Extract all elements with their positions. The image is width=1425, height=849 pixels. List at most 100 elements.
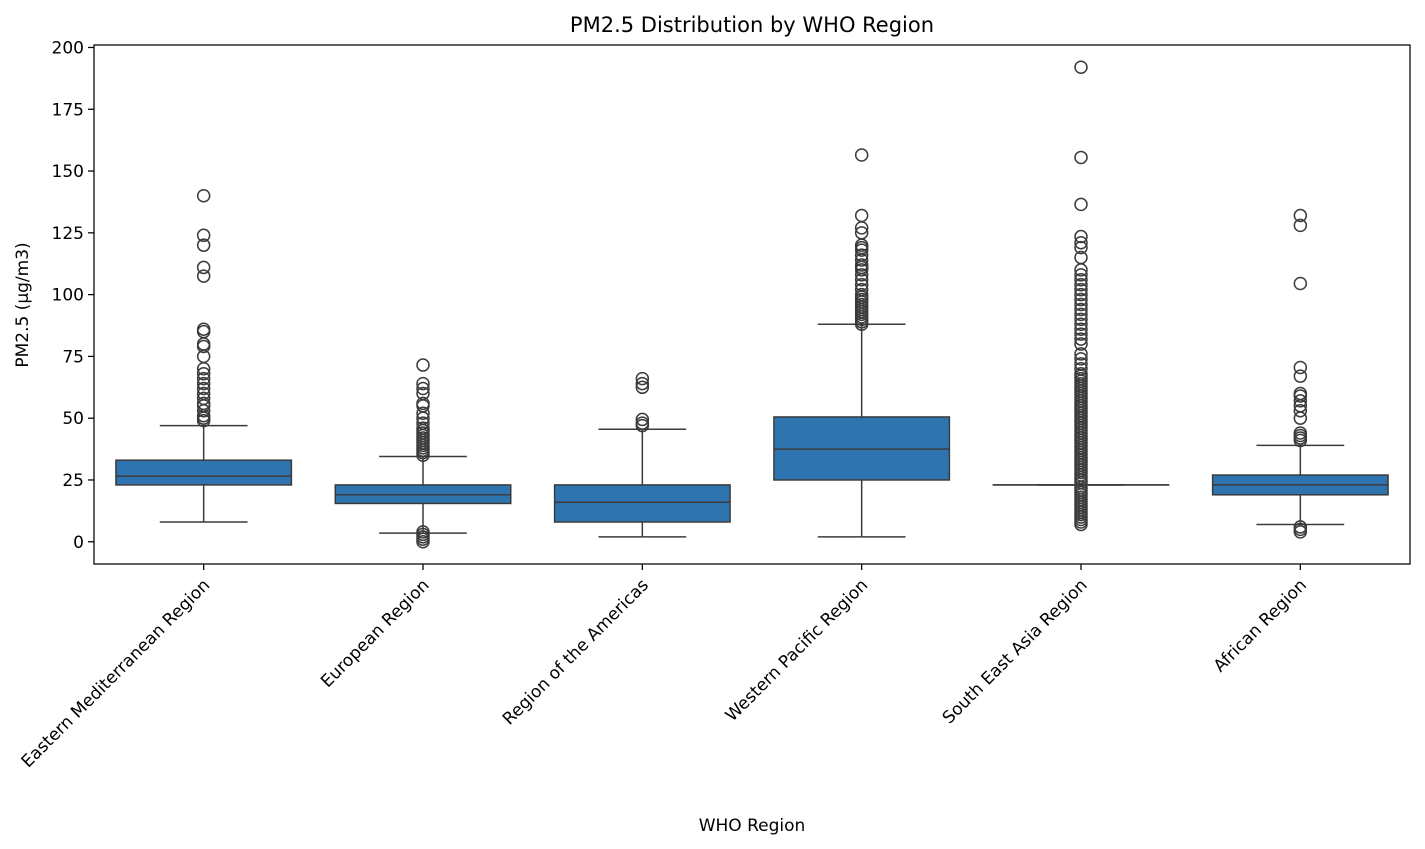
y-axis: 0 25 50 75 100 125 150 175 200: [52, 38, 94, 553]
outlier-point: [416, 406, 430, 420]
plot-frame: [93, 44, 1411, 565]
x-tick-label: South East Asia Region: [939, 575, 1092, 728]
outlier-point: [196, 269, 211, 283]
x-axis: Eastern Mediterranean Region European Reg…: [18, 564, 1311, 772]
outlier-point: [1293, 218, 1308, 233]
outlier-point: [635, 371, 650, 386]
box-group: [115, 189, 293, 523]
outlier-point: [1074, 317, 1088, 332]
outlier-point: [1074, 357, 1088, 371]
outlier-point: [416, 376, 430, 391]
outlier-point: [854, 208, 869, 223]
outlier-point: [1293, 520, 1308, 534]
outlier-point: [854, 287, 869, 302]
outlier-point: [1293, 404, 1308, 418]
outlier-point: [196, 228, 211, 243]
outlier-point: [416, 525, 430, 539]
outlier-point: [1074, 150, 1088, 165]
outlier-point: [635, 412, 650, 427]
box-group: [773, 148, 951, 538]
outlier-point: [416, 358, 430, 372]
iqr-box: [115, 459, 293, 486]
outlier-point: [1074, 337, 1088, 351]
outlier-point: [1074, 307, 1088, 322]
outlier-point: [1074, 327, 1088, 341]
outlier-point: [854, 258, 869, 272]
outlier-point: [1074, 312, 1088, 327]
x-tick-label: Western Pacific Region: [722, 575, 872, 725]
outlier-point: [416, 381, 430, 396]
outlier-point: [1074, 197, 1088, 212]
outlier-point: [1074, 362, 1088, 376]
outlier-point: [1293, 386, 1308, 401]
outlier-point: [1074, 347, 1088, 361]
outlier-point: [416, 396, 430, 411]
outlier-point: [1293, 208, 1308, 223]
outlier-point: [1074, 273, 1088, 287]
outlier-point: [1074, 277, 1088, 292]
outlier-point: [196, 238, 211, 252]
y-tick-label: 0: [73, 533, 84, 553]
y-axis-label: PM2.5 (μg/m3): [13, 242, 33, 367]
outlier-point: [1074, 366, 1088, 381]
outlier-point: [196, 386, 211, 401]
outlier-point: [1074, 292, 1088, 307]
outlier-point: [196, 189, 211, 203]
outlier-point: [196, 381, 211, 396]
box-group: [992, 60, 1170, 532]
x-tick-label: African Region: [1210, 575, 1311, 676]
outlier-point: [1293, 360, 1308, 375]
outlier-point: [416, 386, 430, 401]
outlier-point: [1293, 394, 1308, 408]
outlier-point: [1074, 268, 1088, 282]
outlier-point: [1074, 302, 1088, 317]
outlier-point: [196, 376, 211, 391]
outlier-point: [416, 416, 430, 430]
outlier-point: [416, 421, 430, 435]
x-tick-label: Eastern Mediterranean Region: [18, 575, 215, 772]
iqr-box: [553, 484, 731, 523]
outlier-point: [635, 380, 650, 395]
y-tick-label: 175: [52, 100, 84, 120]
outlier-point: [1293, 276, 1308, 291]
box-group: [334, 358, 512, 549]
outlier-point: [635, 376, 650, 391]
outlier-point: [196, 371, 211, 386]
x-tick-label: Region of the Americas: [499, 575, 653, 729]
box-group: [1211, 208, 1389, 539]
outlier-point: [1074, 352, 1088, 366]
outlier-point: [196, 366, 211, 381]
y-tick-label: 25: [62, 471, 84, 491]
outlier-point: [196, 322, 211, 336]
outlier-point: [1293, 426, 1308, 440]
outlier-point: [1074, 240, 1088, 255]
outlier-point: [1074, 60, 1088, 74]
y-tick-label: 75: [62, 347, 84, 367]
chart-title: PM2.5 Distribution by WHO Region: [570, 13, 934, 37]
outlier-point: [1074, 322, 1088, 336]
outlier-point: [196, 260, 211, 275]
outlier-point: [1074, 229, 1088, 244]
y-tick-label: 125: [52, 224, 84, 244]
outlier-point: [1074, 297, 1088, 312]
outlier-point: [854, 148, 869, 162]
x-axis-label: WHO Region: [699, 816, 806, 836]
outlier-point: [196, 391, 211, 406]
outlier-point: [854, 248, 869, 262]
outlier-point: [196, 396, 211, 411]
x-tick-label: European Region: [317, 575, 433, 691]
box-group: [553, 371, 731, 538]
y-tick-label: 200: [52, 38, 84, 58]
y-tick-label: 150: [52, 162, 84, 182]
outlier-point: [1074, 250, 1088, 265]
y-tick-label: 100: [52, 286, 84, 306]
outlier-point: [1293, 369, 1308, 383]
outlier-point: [1074, 282, 1088, 297]
y-tick-label: 50: [62, 409, 84, 429]
plot-area: [115, 60, 1389, 549]
outlier-point: [854, 226, 869, 240]
outlier-point: [1074, 332, 1088, 346]
outlier-point: [854, 277, 869, 292]
